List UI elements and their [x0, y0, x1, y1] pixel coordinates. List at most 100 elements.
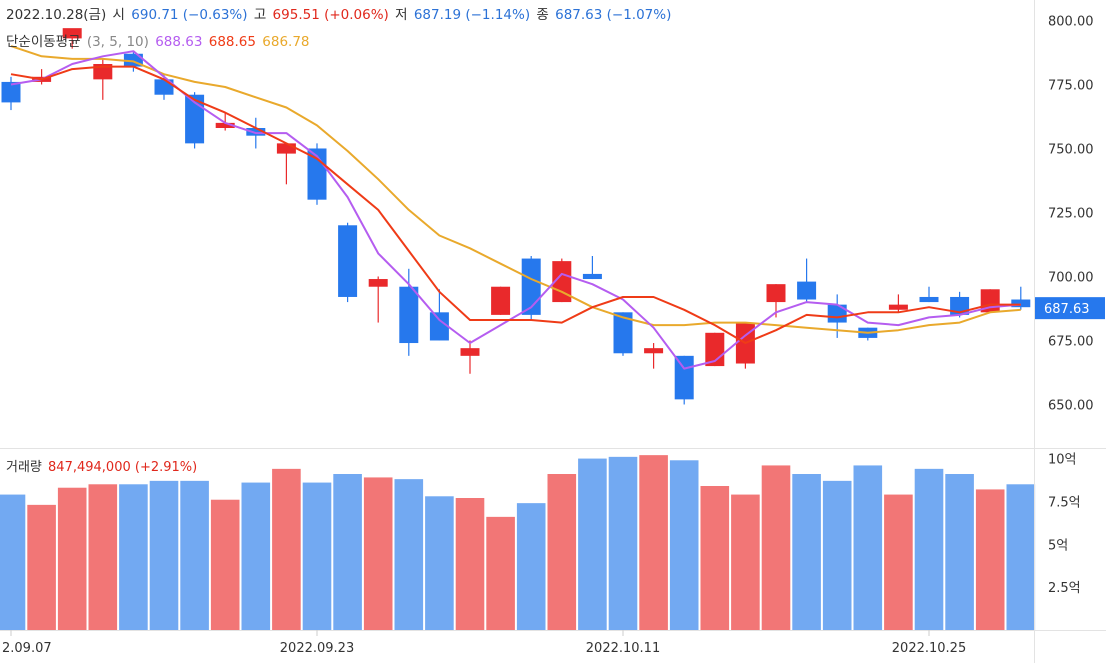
candle[interactable] [368, 276, 388, 323]
candle[interactable] [491, 286, 511, 315]
price-tick-label: 800.00 [1048, 14, 1094, 29]
candle-body[interactable] [797, 281, 817, 300]
candle-body[interactable] [460, 348, 480, 356]
candle-body[interactable] [888, 304, 908, 310]
candle-body[interactable] [399, 286, 419, 344]
candle[interactable] [460, 340, 480, 374]
candle-body[interactable] [1011, 299, 1031, 308]
candles[interactable] [1, 28, 1031, 405]
candle[interactable] [215, 112, 235, 131]
volume-bar[interactable] [792, 474, 821, 630]
volume-bar[interactable] [119, 484, 148, 630]
volume-bars[interactable] [0, 455, 1036, 630]
candle[interactable] [338, 222, 358, 303]
candle-body[interactable] [215, 122, 235, 128]
ma3-value: 688.63 [155, 34, 203, 50]
candle-body[interactable] [338, 225, 358, 297]
candle-body[interactable] [674, 355, 694, 400]
volume-bar[interactable] [761, 465, 791, 630]
candle-body[interactable] [185, 94, 205, 144]
time-tick-label: 2022.10.11 [586, 641, 660, 656]
volume-bar[interactable] [608, 456, 638, 630]
candle[interactable] [582, 256, 602, 280]
volume-bar[interactable] [639, 455, 668, 630]
volume-bar[interactable] [425, 496, 454, 630]
volume-bar[interactable] [394, 479, 424, 630]
header-date: 2022.10.28(금) [6, 7, 107, 23]
volume-bar[interactable] [486, 516, 515, 630]
price-tick-label: 750.00 [1048, 142, 1094, 157]
volume-bar[interactable] [884, 494, 913, 630]
volume-bar[interactable] [853, 465, 883, 630]
open-value: 690.71 (−0.63%) [131, 7, 248, 23]
candle-body[interactable] [429, 312, 449, 341]
ma-label: 단순이동평균 [6, 34, 81, 50]
volume-bar[interactable] [363, 477, 393, 630]
candle-body[interactable] [246, 128, 266, 136]
volume-bar[interactable] [57, 487, 87, 630]
volume-bar[interactable] [669, 460, 699, 630]
open-label: 시 [112, 7, 125, 23]
candle[interactable] [797, 258, 817, 303]
volume-bar[interactable] [180, 480, 209, 630]
price-tick-label: 775.00 [1048, 78, 1094, 93]
volume-label: 거래량 [6, 460, 42, 475]
volume-bar[interactable] [149, 480, 179, 630]
candle[interactable] [93, 58, 113, 100]
volume-bar[interactable] [333, 474, 362, 630]
price-tick-label: 700.00 [1048, 270, 1094, 285]
volume-bar[interactable] [975, 489, 1005, 630]
candle-body[interactable] [368, 279, 388, 287]
volume-bar[interactable] [945, 474, 974, 630]
volume-bar[interactable] [1006, 484, 1036, 630]
volume-bar[interactable] [0, 494, 26, 630]
candle[interactable] [1011, 286, 1031, 310]
candle-body[interactable] [613, 312, 633, 354]
ma-periods: (3, 5, 10) [86, 34, 149, 50]
candle[interactable] [1, 76, 21, 111]
candle-body[interactable] [827, 304, 847, 323]
candle[interactable] [62, 28, 82, 49]
candle-body[interactable] [491, 286, 511, 315]
candle-body[interactable] [582, 273, 602, 280]
volume-bar[interactable] [516, 503, 546, 630]
candle[interactable] [674, 355, 694, 405]
volume-bar[interactable] [731, 494, 760, 630]
volume-bar[interactable] [302, 482, 332, 630]
time-tick-label: 2022.09.23 [280, 641, 354, 656]
volume-bar[interactable] [822, 480, 852, 630]
candle[interactable] [429, 289, 449, 341]
candle-body[interactable] [644, 348, 664, 354]
volume-bar[interactable] [210, 499, 240, 630]
candle[interactable] [613, 312, 633, 356]
volume-bar[interactable] [27, 504, 56, 630]
close-value: 687.63 (−1.07%) [555, 7, 672, 23]
candle[interactable] [644, 343, 664, 369]
volume-bar[interactable] [272, 468, 301, 630]
candle-body[interactable] [62, 28, 82, 39]
candle[interactable] [276, 143, 296, 185]
candle-body[interactable] [1, 81, 21, 103]
volume-tick-label: 5억 [1048, 538, 1068, 553]
candle[interactable] [919, 286, 939, 303]
candle[interactable] [858, 327, 878, 341]
candle[interactable] [399, 268, 419, 356]
candle[interactable] [307, 143, 327, 205]
volume-bar[interactable] [88, 484, 118, 630]
candle[interactable] [888, 294, 908, 313]
volume-bar[interactable] [700, 486, 730, 630]
volume-value: 847,494,000 (+2.91%) [48, 460, 198, 475]
candle-body[interactable] [919, 296, 939, 303]
volume-bar[interactable] [241, 482, 271, 630]
candle-body[interactable] [552, 261, 572, 303]
ma10-line [10, 45, 1021, 334]
volume-bar[interactable] [547, 474, 577, 630]
volume-bar[interactable] [914, 468, 944, 630]
candle-body[interactable] [276, 143, 296, 154]
ma10-value: 686.78 [262, 34, 310, 50]
volume-bar[interactable] [455, 498, 485, 630]
volume-bar[interactable] [578, 458, 607, 630]
candle-body[interactable] [766, 284, 786, 303]
candle[interactable] [552, 258, 572, 303]
